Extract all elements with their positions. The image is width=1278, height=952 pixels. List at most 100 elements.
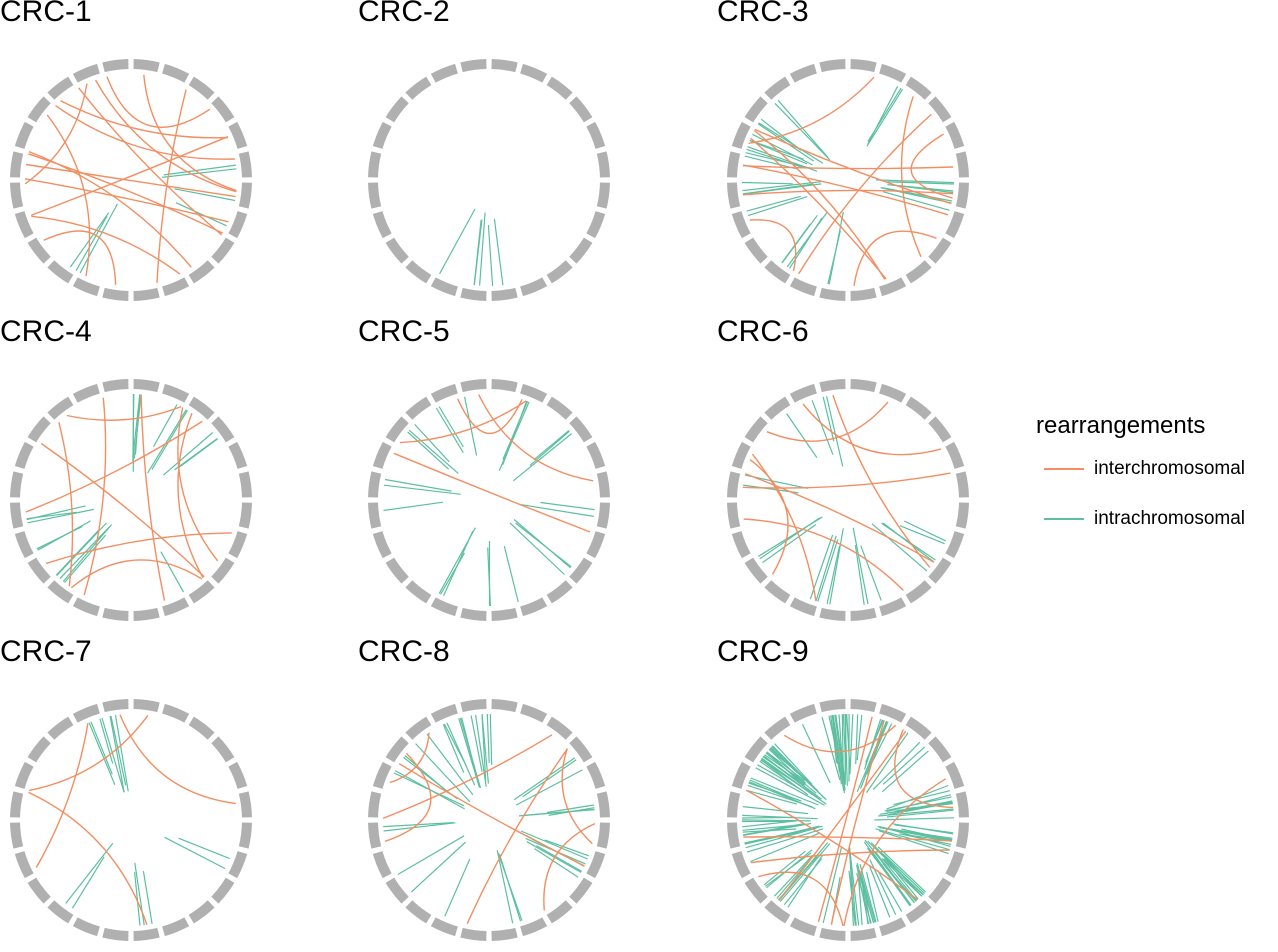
chromosome-segment — [133, 699, 159, 712]
chromosome-segment — [28, 416, 51, 442]
chromosome-segment — [386, 558, 409, 584]
chromosome-segment — [73, 277, 100, 296]
chromosome-segment — [15, 531, 34, 558]
chromosome-segment — [906, 580, 932, 603]
chromosome-segment — [239, 151, 252, 177]
chromosome-segment — [547, 260, 573, 283]
interchromosomal-link — [29, 715, 148, 790]
chromosome-segment — [727, 471, 740, 497]
chromosome-segment — [431, 384, 458, 403]
panel-title: CRC-9 — [717, 634, 809, 670]
chromosome-segment — [431, 704, 458, 723]
intrachromosomal-link — [436, 408, 463, 453]
chromosome-segment — [928, 878, 951, 904]
panel-title: CRC-7 — [0, 634, 92, 670]
intrachromosomal-link — [867, 89, 903, 146]
interchromosomal-link — [141, 395, 164, 601]
chromosome-segment — [732, 122, 751, 149]
legend-item-intrachromosomal: intrachromosomal — [1036, 494, 1276, 544]
chromosome-segment — [745, 736, 768, 762]
chromosome-segment — [73, 704, 100, 723]
chromosome-segment — [850, 379, 876, 392]
chromosome-segment — [819, 288, 845, 301]
intrachromosomal-link — [445, 859, 470, 916]
chromosome-segment — [727, 502, 740, 528]
interchromosomal-link — [84, 398, 105, 595]
intrachromosomal-link — [775, 103, 830, 160]
chromosome-segment — [745, 238, 768, 264]
chromosome-segment — [586, 762, 605, 789]
intrachromosomal-link — [72, 857, 104, 909]
circos-panel: CRC-7 — [0, 640, 340, 950]
chromosome-segment — [732, 211, 751, 238]
chromosome-segment — [73, 597, 100, 616]
intrachromosomal-link — [904, 521, 946, 541]
chromosome-segment — [47, 900, 73, 923]
chromosome-segment — [133, 288, 159, 301]
circos-plot — [0, 682, 270, 952]
circos-plot — [0, 42, 270, 312]
chromosome-segment — [569, 878, 592, 904]
intrachromosomal-link — [398, 836, 464, 875]
chromosome-segment — [162, 384, 189, 403]
chromosome-segment — [945, 531, 964, 558]
chromosome-segment — [460, 288, 486, 301]
chromosome-segment — [879, 704, 906, 723]
chromosome-segment — [15, 211, 34, 238]
chromosome-segment — [373, 851, 392, 878]
chromosome-segment — [239, 182, 252, 208]
interchromosomal-link — [479, 395, 594, 481]
chromosome-segment — [368, 502, 381, 528]
chromosome-segment — [189, 580, 215, 603]
interchromosomal-link — [854, 231, 937, 286]
intrachromosomal-link — [748, 197, 807, 216]
chromosome-segment — [945, 762, 964, 789]
chromosome-segment — [162, 704, 189, 723]
intrachromosomal-link — [534, 430, 569, 459]
panel-title: CRC-1 — [0, 0, 92, 30]
chromosome-segment — [597, 151, 610, 177]
chromosome-segment — [102, 608, 128, 621]
chromosome-segment — [586, 442, 605, 469]
chromosome-segment — [597, 182, 610, 208]
chromosome-segment — [460, 59, 486, 72]
interchromosomal-link — [71, 560, 201, 588]
chromosome-segment — [586, 531, 605, 558]
chromosome-segment — [597, 502, 610, 528]
intrachromosomal-link — [853, 528, 868, 604]
chromosome-segment — [102, 379, 128, 392]
legend: rearrangements interchromosomal intrachr… — [1036, 408, 1276, 544]
chromosome-segment — [15, 442, 34, 469]
chromosome-segment — [431, 277, 458, 296]
chromosome-segment — [945, 122, 964, 149]
chromosome-segment — [189, 900, 215, 923]
intrachromosomal-link — [411, 842, 465, 892]
chromosome-segment — [906, 77, 932, 100]
circos-panel: CRC-1 — [0, 0, 340, 310]
chromosome-segment — [368, 151, 381, 177]
chromosome-segment — [239, 471, 252, 497]
legend-item-interchromosomal: interchromosomal — [1036, 444, 1276, 494]
chromosome-segment — [586, 211, 605, 238]
chromosome-segment — [956, 151, 969, 177]
chromosome-segment — [28, 558, 51, 584]
chromosome-segment — [211, 736, 234, 762]
intrachromosomal-link — [868, 86, 898, 144]
rearrangement-links — [25, 75, 237, 285]
intrachromosomal-link — [179, 439, 218, 468]
chromosome-segment — [102, 928, 128, 941]
chromosome-ring — [727, 59, 969, 301]
chromosome-segment — [956, 822, 969, 848]
intrachromosomal-link — [487, 714, 489, 763]
chromosome-segment — [73, 917, 100, 936]
chromosome-segment — [520, 917, 547, 936]
circos-panel: CRC-9 — [717, 640, 1057, 950]
chromosome-segment — [73, 384, 100, 403]
chromosome-segment — [460, 608, 486, 621]
intrachromosomal-link — [490, 714, 491, 765]
chromosome-segment — [850, 59, 876, 72]
chromosome-segment — [819, 608, 845, 621]
chromosome-segment — [368, 182, 381, 208]
chromosome-segment — [189, 717, 215, 740]
chromosome-segment — [745, 878, 768, 904]
